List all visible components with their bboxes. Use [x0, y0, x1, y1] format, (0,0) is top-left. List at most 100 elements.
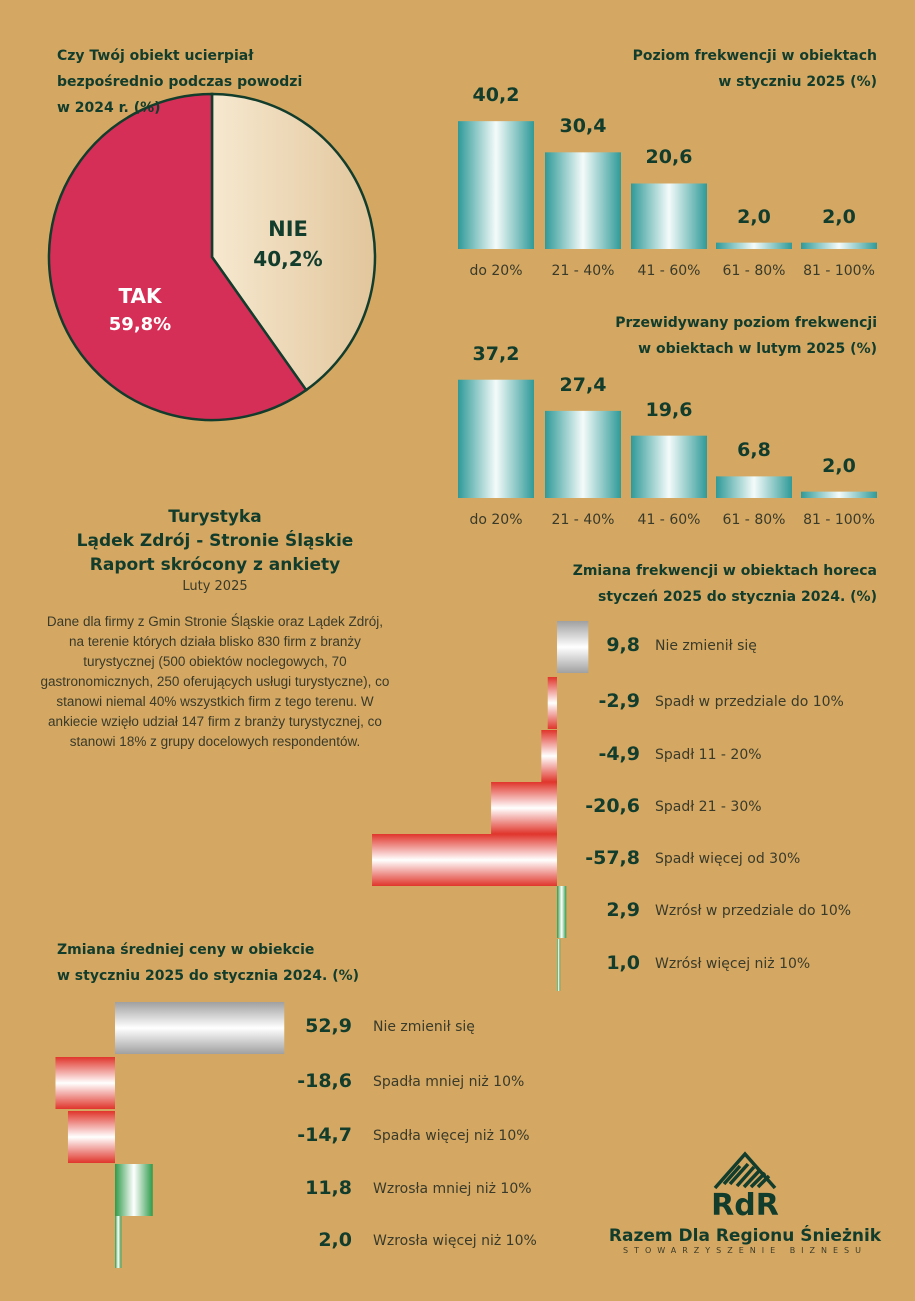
bar-1-2 — [631, 183, 707, 249]
bar-category-label: 21 - 40% — [551, 512, 615, 528]
hbar-category-label: Nie zmienił się — [655, 638, 757, 654]
hbar-category-label: Wzrosła mniej niż 10% — [373, 1181, 532, 1197]
logo: RdR Razem Dla Regionu Śnieżnik STOWARZYS… — [600, 1148, 890, 1255]
roof-logo-icon — [713, 1151, 777, 1190]
bar1-title-line: w styczniu 2025 (%) — [718, 74, 877, 90]
pie-title-line: Czy Twój obiekt ucierpiał — [57, 48, 254, 64]
pie-slice-nie — [210, 92, 377, 392]
bar1-title: Poziom frekwencji w obiektach w styczniu… — [633, 43, 877, 95]
pie-slice-tak — [47, 92, 308, 422]
hbar-value-label: 9,8 — [606, 634, 640, 656]
bar-category-label: 61 - 80% — [722, 263, 786, 279]
hbar-value-label: -2,9 — [598, 690, 640, 712]
hbar-3-5 — [557, 886, 567, 938]
bar2-title-line: w obiektach w lutym 2025 (%) — [638, 341, 877, 357]
hbar2-title: Zmiana średniej ceny w obiekcie w styczn… — [57, 937, 359, 989]
bar-value-label: 40,2 — [472, 84, 520, 107]
bar-value-label: 37,2 — [472, 342, 520, 365]
bar-category-label: 41 - 60% — [637, 263, 701, 279]
hbar-3-2 — [541, 730, 557, 782]
pie-title: Czy Twój obiekt ucierpiał bezpośrednio p… — [57, 43, 302, 121]
report-title-line: Raport skrócony z ankiety — [89, 555, 341, 575]
bar-2-3 — [716, 476, 792, 498]
pie-value-nie: 40,2% — [253, 247, 323, 271]
bar-value-label: 20,6 — [645, 146, 693, 169]
bar-category-label: 81 - 100% — [803, 263, 875, 279]
bar-category-label: 61 - 80% — [722, 512, 786, 528]
logo-mark: RdR — [711, 1188, 779, 1223]
intro-section: Turystyka Lądek Zdrój - Stronie Śląskie … — [40, 505, 390, 752]
hbar-category-label: Wzrósł w przedziale do 10% — [655, 903, 852, 919]
bar-value-label: 30,4 — [559, 115, 607, 138]
pie-value-tak: 59,8% — [108, 314, 172, 335]
bar-2-2 — [631, 435, 707, 498]
hbar-4-3 — [115, 1164, 153, 1216]
bar-value-label: 2,0 — [822, 205, 856, 228]
hbar1-title-line: Zmiana frekwencji w obiektach horeca — [572, 563, 877, 579]
hbar2-title-line: w styczniu 2025 do stycznia 2024. (%) — [57, 968, 360, 984]
hbar-category-label: Nie zmienił się — [373, 1019, 475, 1035]
hbar-category-label: Spadł 21 - 30% — [655, 799, 762, 815]
bar-1-4 — [801, 242, 877, 249]
bar2-title: Przewidywany poziom frekwencji w obiekta… — [615, 310, 877, 362]
hbar-4-0 — [115, 1002, 285, 1054]
hbar-3-4 — [372, 834, 557, 886]
hbar-value-label: 1,0 — [606, 952, 640, 974]
hbar-category-label: Spadł w przedziale do 10% — [655, 694, 844, 710]
report-title: Turystyka Lądek Zdrój - Stronie Śląskie … — [40, 505, 390, 577]
logo-name: Razem Dla Regionu Śnieżnik — [608, 1226, 882, 1246]
hbar-value-label: -20,6 — [585, 795, 640, 817]
hbar1-title-line: styczeń 2025 do stycznia 2024. (%) — [598, 589, 877, 605]
report-title-line: Lądek Zdrój - Stronie Śląskie — [76, 531, 354, 551]
bar-value-label: 19,6 — [645, 398, 693, 421]
hbar-category-label: Spadła mniej niż 10% — [373, 1074, 525, 1090]
hbar-category-label: Wzrosła więcej niż 10% — [373, 1233, 537, 1249]
report-description: Dane dla firmy z Gmin Stronie Śląskie or… — [40, 614, 390, 749]
pie-title-line: w 2024 r. (%) — [57, 100, 161, 116]
hbar-3-3 — [491, 782, 557, 834]
bar2-title-line: Przewidywany poziom frekwencji — [615, 315, 877, 331]
pie-label-nie: NIE — [268, 217, 308, 241]
hbar-value-label: 2,9 — [606, 899, 640, 921]
bar-category-label: 21 - 40% — [551, 263, 615, 279]
hbar-category-label: Spadł więcej od 30% — [655, 851, 801, 867]
hbar-category-label: Spadł 11 - 20% — [655, 747, 762, 763]
bar1-title-line: Poziom frekwencji w obiektach — [632, 48, 877, 64]
bar-2-0 — [458, 379, 534, 498]
bar-2-4 — [801, 491, 877, 498]
hbar-3-6 — [557, 939, 561, 991]
hbar-value-label: 52,9 — [305, 1015, 352, 1037]
hbar-value-label: 11,8 — [305, 1177, 352, 1199]
bar-value-label: 27,4 — [559, 373, 607, 396]
bar-1-1 — [545, 152, 621, 249]
hbar2-title-line: Zmiana średniej ceny w obiekcie — [57, 942, 315, 958]
report-date: Luty 2025 — [182, 579, 248, 594]
bar-value-label: 2,0 — [822, 454, 856, 477]
bar-value-label: 2,0 — [737, 205, 771, 228]
hbar-value-label: -57,8 — [585, 847, 640, 869]
hbar-value-label: -14,7 — [297, 1124, 352, 1146]
bar-category-label: 81 - 100% — [803, 512, 875, 528]
hbar-4-1 — [55, 1057, 115, 1109]
hbar-3-0 — [557, 621, 589, 673]
bar-1-0 — [458, 121, 534, 249]
bar-category-label: 41 - 60% — [637, 512, 701, 528]
pie-label-tak: TAK — [118, 284, 162, 308]
bar-1-3 — [716, 242, 792, 249]
hbar-value-label: -18,6 — [297, 1070, 352, 1092]
pie-title-line: bezpośrednio podczas powodzi — [57, 74, 303, 90]
bar-category-label: do 20% — [469, 263, 523, 279]
logo-tagline: STOWARZYSZENIE BIZNESU — [623, 1246, 867, 1255]
hbar-3-1 — [547, 677, 557, 729]
bar-2-1 — [545, 410, 621, 498]
hbar1-title: Zmiana frekwencji w obiektach horeca sty… — [573, 558, 877, 610]
hbar-category-label: Spadła więcej niż 10% — [373, 1128, 530, 1144]
hbar-4-2 — [67, 1111, 115, 1163]
hbar-4-4 — [115, 1216, 122, 1268]
hbar-value-label: -4,9 — [598, 743, 640, 765]
bar-value-label: 6,8 — [737, 439, 771, 462]
bar-category-label: do 20% — [469, 512, 523, 528]
hbar-value-label: 2,0 — [318, 1229, 352, 1251]
hbar-category-label: Wzrósł więcej niż 10% — [655, 956, 811, 972]
